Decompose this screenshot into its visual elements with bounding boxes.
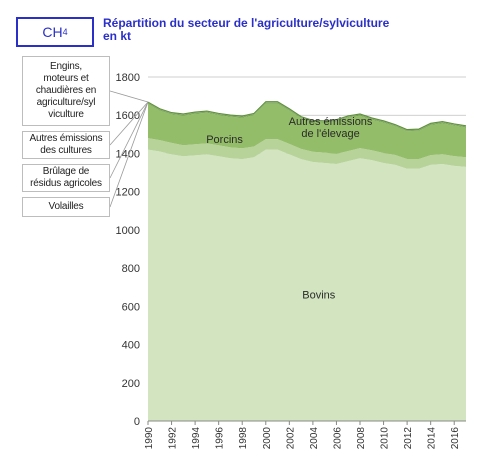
area-label: Porcins — [206, 134, 243, 146]
x-tick-label: 2002 — [285, 427, 296, 450]
ch4-badge-label: CH — [42, 24, 63, 40]
x-tick-label: 2004 — [309, 427, 320, 450]
x-tick-label: 2006 — [332, 427, 343, 450]
ch4-badge-subscript: 4 — [62, 27, 68, 37]
legend-box-text: Autres émissions des cultures — [30, 133, 103, 157]
y-tick-label: 1600 — [116, 110, 140, 122]
legend-box-line: moteurs et — [43, 73, 89, 84]
legend-box-text: Volailles — [49, 201, 84, 213]
x-tick-label: 2008 — [356, 427, 367, 450]
legend-box-line: Brûlage de — [42, 166, 90, 177]
y-tick-label: 200 — [122, 378, 140, 390]
legend-box-line: des cultures — [40, 145, 92, 156]
x-tick-label: 1998 — [238, 427, 249, 450]
x-tick-label: 1992 — [168, 427, 179, 450]
x-tick-label: 2012 — [403, 427, 414, 450]
legend-box-text: Brûlage de résidus agricoles — [30, 166, 102, 190]
x-tick-label: 1994 — [191, 427, 202, 450]
legend-leader-line — [109, 101, 149, 179]
area-top-outline — [147, 101, 467, 131]
y-tick-label: 0 — [134, 416, 140, 428]
legend-box-line: Engins, — [50, 61, 82, 72]
y-tick-label: 1200 — [116, 187, 140, 199]
y-tick-label: 800 — [122, 263, 140, 275]
ch4-badge: CH 4 — [16, 17, 94, 47]
y-tick-label: 400 — [122, 340, 140, 352]
legend-box-line: Volailles — [48, 201, 84, 212]
legend-leader-line — [109, 101, 149, 146]
legend-box-engins: Engins, moteurs et chaudières en agricultur… — [22, 56, 110, 126]
legend-leader-line — [109, 90, 149, 103]
y-tick-label: 1400 — [116, 148, 140, 160]
x-tick-label: 1996 — [215, 427, 226, 450]
area-label-line: Porcins — [206, 134, 243, 146]
area-label: Autres émissions de l'élevage — [289, 116, 373, 140]
y-tick-label: 600 — [122, 301, 140, 313]
legend-box-line: Autres émissions — [29, 133, 103, 144]
area-label-line: de l'élevage — [301, 128, 359, 140]
legend-box-volailles: Volailles — [22, 197, 110, 217]
x-tick-label: 2000 — [262, 427, 273, 450]
area-label: Bovins — [302, 290, 336, 302]
x-tick-label: 2010 — [380, 427, 391, 450]
legend-leader-line — [109, 101, 149, 208]
chart-title: Répartition du secteur de l'agriculture/… — [103, 17, 443, 43]
chart-title-line1: Répartition du secteur de l'agriculture/… — [103, 16, 390, 30]
area-label-line: Autres émissions — [289, 116, 373, 128]
area-porcins — [148, 138, 466, 169]
x-tick-label: 1990 — [144, 427, 155, 450]
chart-title-line2: en kt — [103, 29, 132, 43]
legend-box-text: Engins, moteurs et chaudières en agricultur… — [36, 61, 96, 121]
legend-box-line: résidus agricoles — [30, 178, 102, 189]
legend-box-line: chaudières en — [35, 85, 97, 96]
x-tick-label: 2014 — [427, 427, 438, 450]
area-label-line: Bovins — [302, 290, 336, 302]
area-bovins — [148, 149, 466, 421]
legend-box-brulage: Brûlage de résidus agricoles — [22, 164, 110, 192]
legend-box-line: agriculture/syl — [36, 97, 96, 108]
legend-box-line: viculture — [48, 109, 84, 120]
area-autres-elevage — [148, 103, 466, 159]
y-tick-label: 1000 — [116, 225, 140, 237]
y-tick-label: 1800 — [116, 72, 140, 84]
legend-box-autres-cultures: Autres émissions des cultures — [22, 131, 110, 159]
x-tick-label: 2016 — [450, 427, 461, 450]
